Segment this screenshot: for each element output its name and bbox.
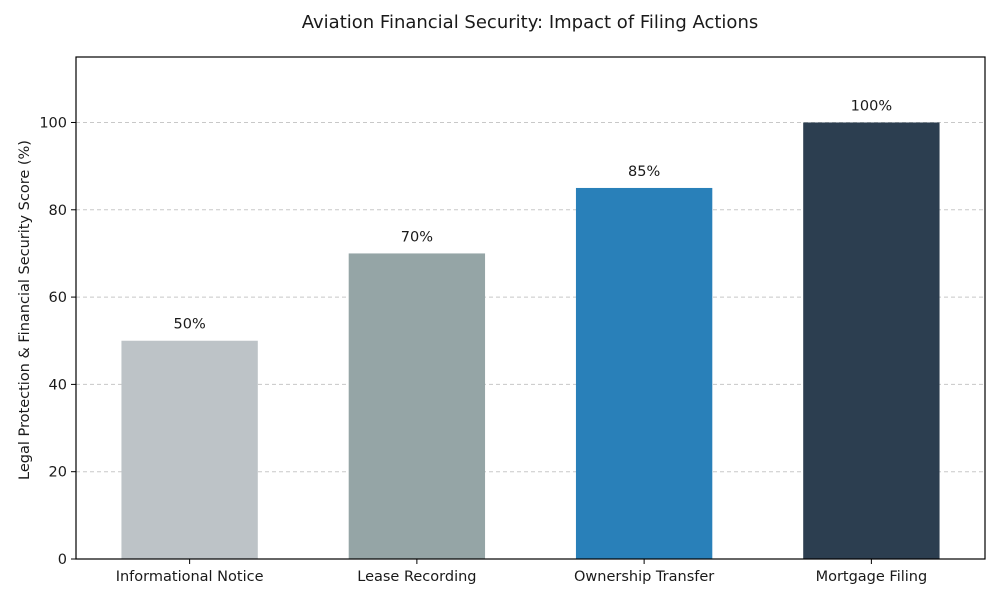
x-tick-label: Ownership Transfer xyxy=(574,569,714,585)
bar-mortgage-filing xyxy=(803,122,940,559)
bars xyxy=(121,122,940,559)
x-axis-ticks: Informational Notice Lease Recording Owner… xyxy=(116,559,927,585)
data-label: 70% xyxy=(401,229,433,245)
bar-informational-notice xyxy=(121,340,258,559)
x-tick-label: Lease Recording xyxy=(357,569,476,585)
data-label: 100% xyxy=(851,98,892,114)
y-tick-label: 40 xyxy=(49,377,67,393)
chart-title: Aviation Financial Security: Impact of F… xyxy=(302,12,758,33)
y-axis-ticks: 0 20 40 60 80 100 xyxy=(39,115,76,568)
y-axis-label: Legal Protection & Financial Security Sc… xyxy=(17,140,33,480)
data-label: 85% xyxy=(628,164,660,180)
y-tick-label: 60 xyxy=(49,290,67,306)
bar-lease-recording xyxy=(348,253,486,559)
y-tick-label: 20 xyxy=(49,465,67,481)
x-tick-label: Mortgage Filing xyxy=(816,569,928,585)
y-tick-label: 0 xyxy=(58,552,67,568)
x-tick-label: Informational Notice xyxy=(116,569,264,585)
plot-frame xyxy=(75,56,986,560)
y-tick-label: 80 xyxy=(49,203,67,219)
data-labels: 50% 70% 85% 100% xyxy=(174,98,893,332)
data-label: 50% xyxy=(174,317,206,333)
y-tick-label: 100 xyxy=(39,115,67,131)
bar-ownership-transfer xyxy=(575,187,713,559)
